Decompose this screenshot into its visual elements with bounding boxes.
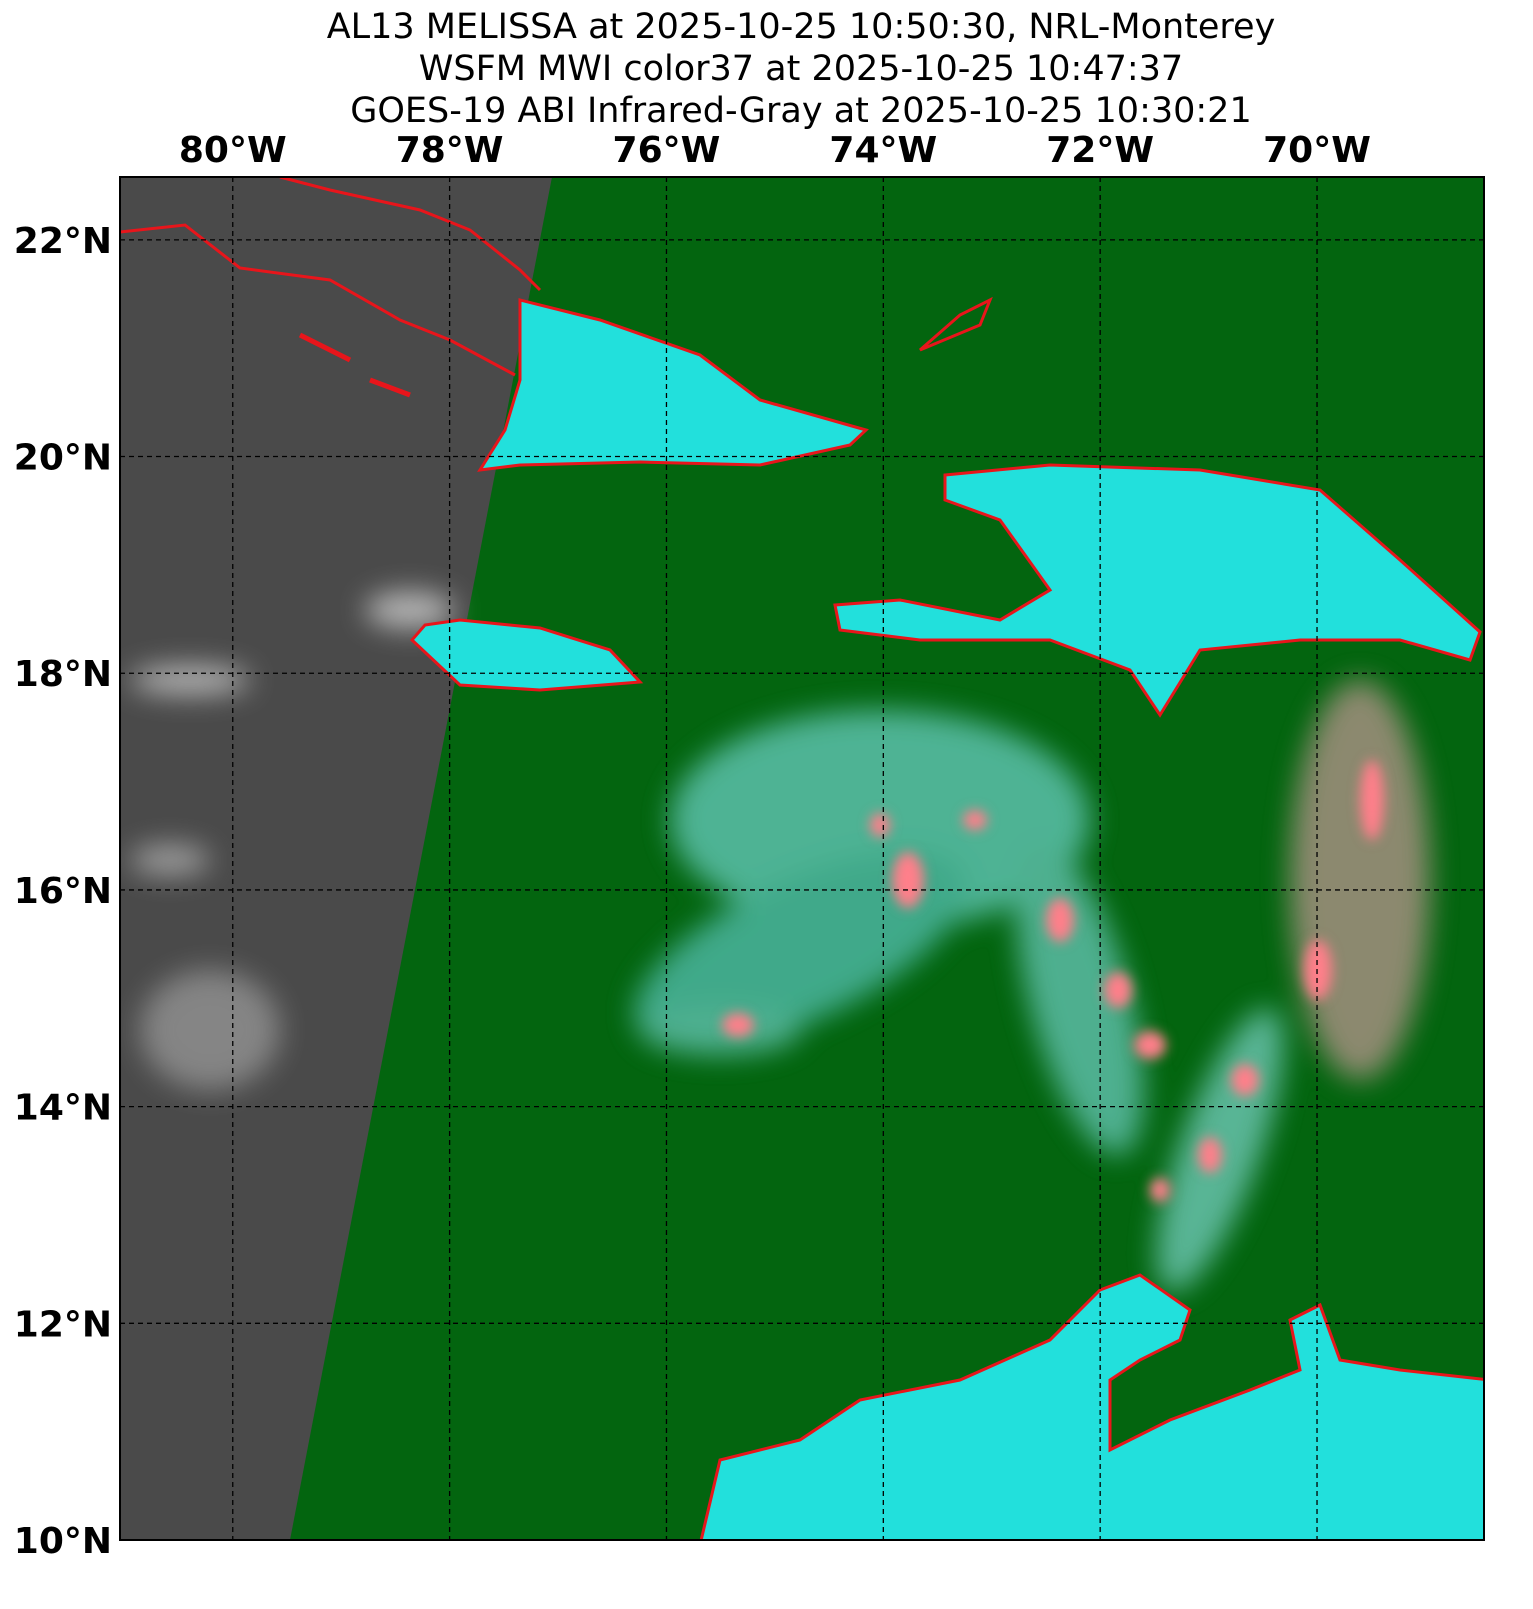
x-tick-label: 80°W	[179, 130, 287, 171]
y-tick-label: 12°N	[14, 1304, 112, 1345]
y-tick-label: 10°N	[14, 1521, 112, 1562]
grid	[120, 177, 1484, 1541]
infrared-swath	[120, 177, 552, 1540]
imagery	[120, 177, 1484, 1540]
y-tick-label: 16°N	[14, 871, 112, 912]
x-tick-label: 78°W	[396, 130, 504, 171]
plot-frame	[119, 176, 1485, 1541]
y-tick-label: 22°N	[14, 221, 112, 262]
x-tick-label: 74°W	[829, 130, 937, 171]
y-tick-label: 20°N	[14, 438, 112, 479]
title-line: GOES-19 ABI Infrared-Gray at 2025-10-25 …	[350, 91, 1251, 131]
x-tick-label: 70°W	[1263, 130, 1371, 171]
x-tick-label: 76°W	[613, 130, 721, 171]
y-tick-label: 14°N	[14, 1088, 112, 1129]
x-tick-label: 72°W	[1046, 130, 1154, 171]
title-line: AL13 MELISSA at 2025-10-25 10:50:30, NRL…	[327, 7, 1276, 47]
y-tick-label: 18°N	[14, 654, 112, 695]
coastlines	[120, 177, 1484, 1540]
title-line: WSFM MWI color37 at 2025-10-25 10:47:37	[419, 49, 1183, 89]
convection	[722, 760, 1384, 1202]
